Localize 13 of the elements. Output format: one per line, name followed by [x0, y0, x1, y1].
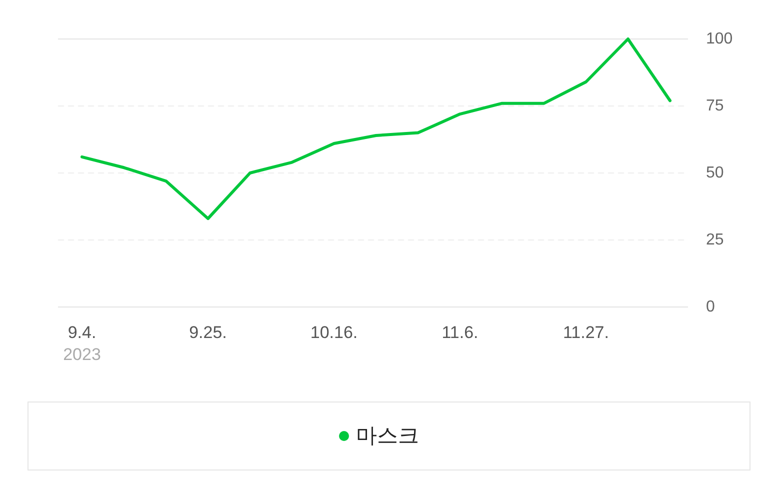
y-tick-label: 0: [706, 298, 715, 316]
x-tick-label: 10.16.: [310, 323, 358, 342]
x-tick-label: 9.25.: [189, 323, 227, 342]
y-tick-label: 75: [706, 98, 724, 114]
y-tick-label: 25: [706, 232, 724, 248]
x-tick-label: 11.27.: [562, 323, 610, 342]
x-tick-label: 9.4.: [68, 323, 96, 342]
text: 2023: [63, 345, 101, 364]
x-tick-label: 11.6.: [442, 323, 478, 342]
y-tick-label: 100: [706, 30, 733, 48]
legend-label: 마스크: [356, 424, 419, 448]
y-tick-label: 50: [706, 164, 724, 182]
legend: 마스크: [28, 402, 750, 470]
